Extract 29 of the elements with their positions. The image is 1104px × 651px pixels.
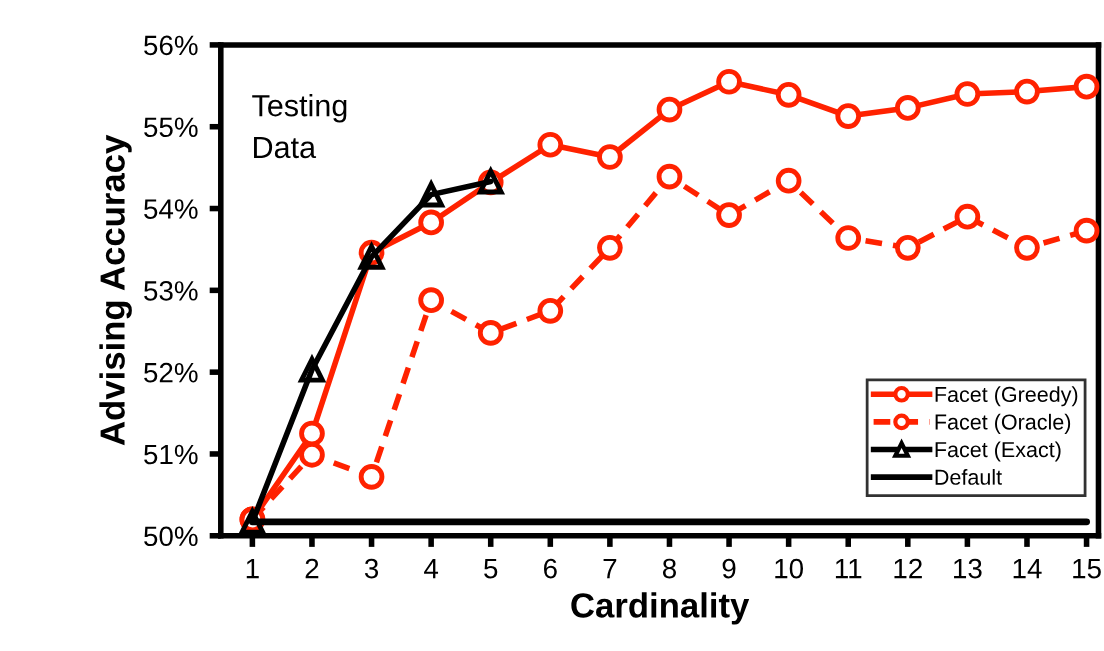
x-tick-label: 7 (603, 559, 617, 579)
x-tick-label: 11 (835, 559, 862, 579)
y-tick-label: 56% (144, 35, 198, 56)
x-tick-label: 2 (305, 558, 319, 579)
x-axis-title: Cardinality (571, 592, 750, 625)
x-tick-label: 12 (894, 558, 922, 579)
y-tick-label: 51% (144, 444, 198, 465)
annotation: Testing Data (252, 94, 347, 159)
x-tick-label: 9 (722, 558, 736, 579)
x-tick-label: 3 (364, 558, 379, 579)
y-axis-title: Advising Accuracy (99, 134, 132, 446)
y-tick-label: 50% (144, 526, 198, 547)
legend-label: Facet (Oracle) (935, 413, 1071, 434)
x-tick-label: 8 (662, 558, 676, 579)
x-tick-label: 1 (246, 559, 259, 579)
y-tick-label: 55% (144, 117, 198, 138)
y-tick-label: 52% (144, 362, 198, 383)
x-tick-label: 6 (543, 558, 557, 579)
x-tick-label: 10 (775, 558, 803, 579)
x-tick-label: 15 (1073, 559, 1101, 579)
y-tick-label: 54% (144, 199, 198, 219)
x-tick-label: 5 (484, 559, 498, 579)
legend-label: Facet (Exact) (935, 441, 1061, 462)
legend-label: Facet (Greedy) (935, 386, 1078, 407)
x-tick-label: 14 (1013, 559, 1042, 579)
y-tick-label: 53% (144, 281, 198, 301)
x-tick-label: 4 (424, 559, 439, 579)
legend-label: Default (935, 469, 1002, 485)
x-tick-label: 13 (954, 558, 982, 579)
